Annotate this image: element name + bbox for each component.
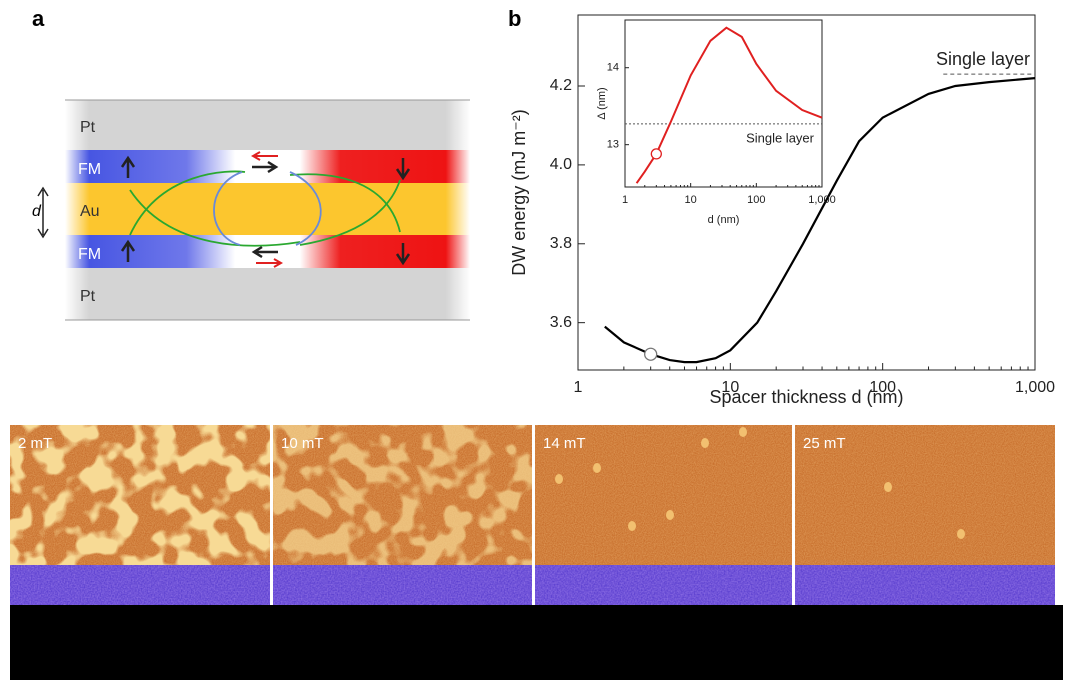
purple-noise [273, 565, 532, 605]
spin-arrows [120, 155, 411, 266]
purple-noise [535, 565, 792, 605]
mfm-bubble [628, 521, 636, 531]
charts: 1 10 100 1,000 3.6 3.8 4.0 4.2 Spacer thickness … [509, 14, 1055, 407]
x-tick-label: 1 [622, 194, 628, 206]
x-tick-label: 100 [747, 194, 765, 206]
field-label: 2 mT [18, 435, 52, 452]
images: 2 mT 10 mT 14 mT 25 mT [10, 425, 1055, 605]
y-axis-label: Δ (nm) [596, 87, 608, 119]
x-tick-label: 1,000 [1015, 379, 1055, 396]
purple-noise [795, 565, 1055, 605]
reference-label: Single layer [746, 130, 815, 145]
highlight-marker [644, 347, 658, 361]
spacer-label: d [32, 203, 42, 220]
x-axis-label: Spacer thickness d (nm) [709, 387, 903, 407]
field-label: 10 mT [281, 435, 324, 452]
y-tick-label: 13 [607, 139, 619, 151]
layer-label: Pt [80, 288, 96, 305]
mfm-noise [535, 425, 792, 565]
edge-fade [65, 100, 470, 320]
x-tick-label: 1,000 [808, 194, 836, 206]
y-axis-label: DW energy (mJ m⁻²) [509, 109, 529, 276]
highlight-marker [650, 148, 662, 160]
thickness-arrow [37, 186, 49, 239]
mfm-bubble [701, 438, 709, 448]
mfm-bubble [555, 474, 563, 484]
inset-chart: 1 10 100 1,000 13 14 d (nm) Δ (nm) Single layer [596, 19, 836, 226]
dmi-arrows [250, 151, 284, 268]
x-tick-label: 10 [721, 379, 739, 396]
x-axis-label: d (nm) [708, 214, 740, 226]
layer-label: FM [78, 246, 101, 263]
mfm-noise [795, 425, 1055, 565]
x-tick-label: 100 [869, 379, 896, 396]
mfm-bubble [666, 510, 674, 520]
mfm-bubble [957, 529, 965, 539]
mfm-domains [273, 425, 532, 565]
field-label: 14 mT [543, 435, 586, 452]
mfm-bubble [593, 463, 601, 473]
exchange-arrows [213, 171, 322, 246]
field-label: 25 mT [803, 435, 846, 452]
layer-label: Au [80, 203, 100, 220]
y-tick-label: 14 [607, 62, 619, 74]
mfm-domains [10, 425, 270, 565]
x-tick-label: 10 [685, 194, 697, 206]
panel-label: b [508, 6, 521, 31]
mfm-bubble [739, 427, 747, 437]
layer-diagram: d Pt FM Au FM Pt [32, 99, 470, 321]
x-tick-label: 1 [574, 379, 583, 396]
panel-label: a [32, 6, 45, 31]
coupling-arrows [129, 170, 401, 247]
black-band [10, 605, 1063, 680]
mfm-bubble [884, 482, 892, 492]
data-line [604, 77, 1036, 364]
y-tick-label: 4.0 [550, 156, 572, 173]
y-tick-label: 3.8 [550, 235, 572, 252]
layer-label: FM [78, 161, 101, 178]
layer-label: Pt [80, 119, 96, 136]
y-tick-label: 3.6 [550, 314, 572, 331]
purple-noise [10, 565, 270, 605]
reference-label: Single layer [936, 49, 1030, 69]
y-tick-label: 4.2 [550, 77, 572, 94]
